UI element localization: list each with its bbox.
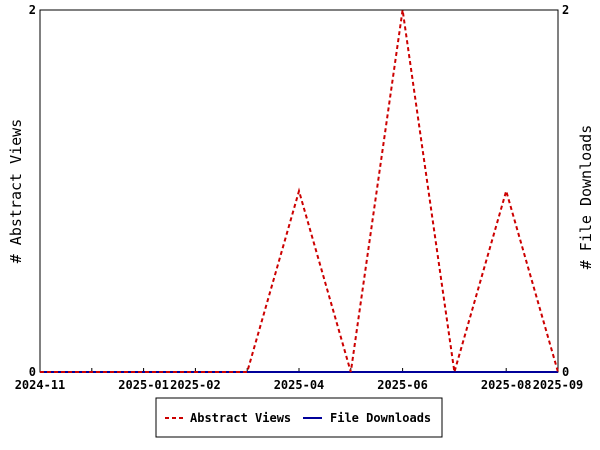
legend-label-file-downloads: File Downloads [330, 411, 431, 425]
y-tick-label-left: 2 [29, 3, 36, 17]
legend-box [155, 397, 443, 438]
x-tick-label: 2025-09 [533, 378, 584, 392]
x-tick-label: 2025-01 [118, 378, 169, 392]
legend-label-abstract-views: Abstract Views [190, 411, 291, 425]
x-axis: 2024-11 2025-01 2025-02 2025-04 2025-06 2025-… [15, 368, 584, 392]
x-tick-label: 2025-02 [170, 378, 221, 392]
y-tick-label-right: 0 [562, 365, 569, 379]
y-tick-label-left: 0 [29, 365, 36, 379]
y-axis-title-right: # File Downloads [577, 125, 595, 270]
x-tick-label: 2025-08 [481, 378, 532, 392]
y-tick-label-right: 2 [562, 3, 569, 17]
legend: Abstract Views File Downloads [155, 397, 443, 438]
series-layer [40, 9, 559, 373]
x-tick-label: 2024-11 [15, 378, 66, 392]
x-tick-label: 2025-04 [274, 378, 325, 392]
x-tick-label: 2025-06 [377, 378, 428, 392]
series-line-abstract-views [40, 9, 559, 373]
y-axis-title-left: # Abstract Views [7, 119, 25, 264]
